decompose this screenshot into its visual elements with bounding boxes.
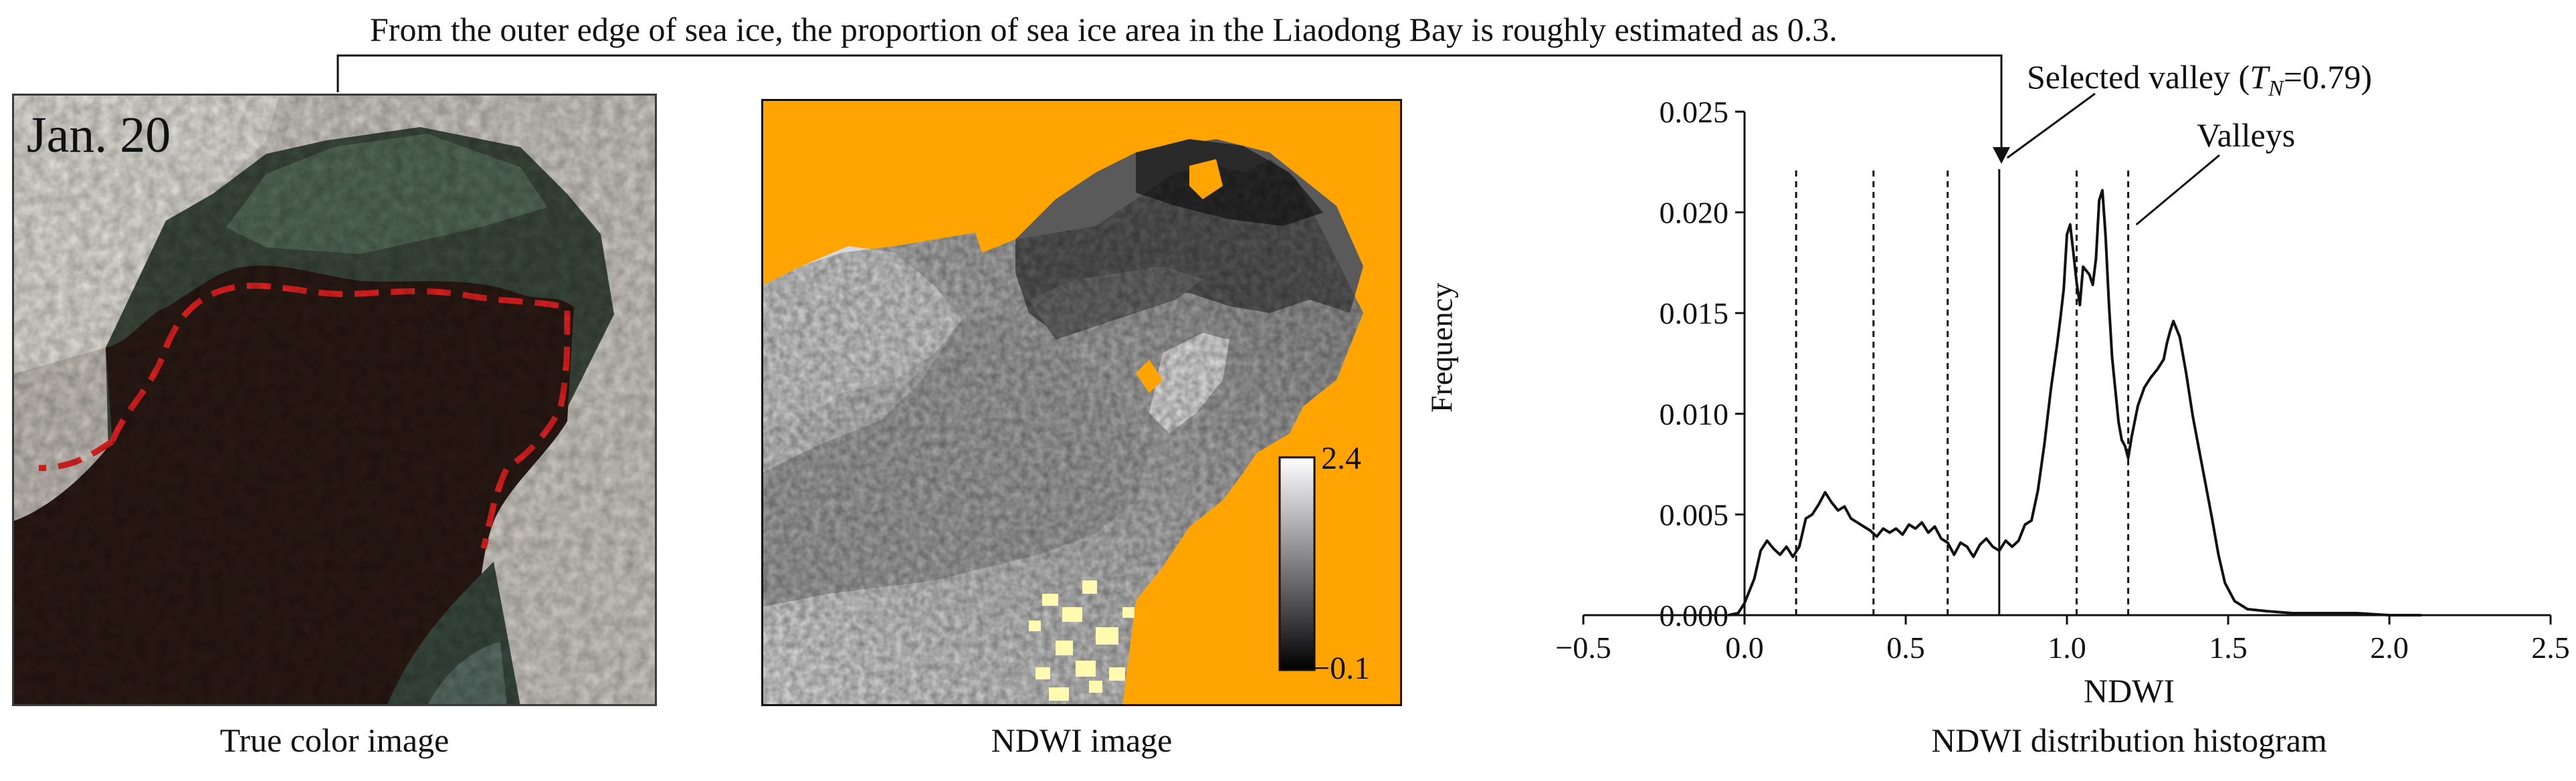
histogram-x-axis-label: NDWI <box>2083 672 2175 709</box>
selected-valley-leader <box>2006 92 2096 159</box>
true-color-caption: True color image <box>219 721 450 759</box>
x-tick-label: 1.0 <box>2048 631 2086 665</box>
x-tick-label: −0.5 <box>1555 631 1611 665</box>
colorbar-min-label: −0.1 <box>1312 651 1371 686</box>
x-tick-label: 2.5 <box>2531 631 2570 665</box>
valleys-leader <box>2135 154 2220 226</box>
date-label: Jan. 20 <box>27 107 171 163</box>
ndwi-caption: NDWI image <box>991 721 1173 759</box>
selected-valley-prefix: Selected valley ( <box>2027 58 2250 96</box>
x-tick-label: 1.5 <box>2209 631 2248 665</box>
y-tick-label: 0.020 <box>1660 196 1729 230</box>
bright-patches <box>1029 580 1134 701</box>
y-tick-label: 0.015 <box>1660 296 1729 330</box>
ndwi-image <box>761 99 1402 706</box>
histogram-caption: NDWI distribution histogram <box>1931 721 2327 759</box>
colorbar <box>1278 456 1316 671</box>
selected-valley-subscript: N <box>2268 76 2284 101</box>
selected-valley-suffix: =0.79) <box>2283 58 2373 96</box>
x-tick-label: 0.0 <box>1725 631 1764 665</box>
header-note: From the outer edge of sea ice, the prop… <box>370 11 1838 48</box>
x-tick-label: 0.5 <box>1886 631 1925 665</box>
selected-valley-label: Selected valley (TN=0.79) <box>2027 57 2372 109</box>
true-color-panel: Jan. 20 <box>12 94 657 707</box>
valleys-label: Valleys <box>2197 116 2296 154</box>
ndwi-panel: 2.4 −0.1 <box>761 99 1402 706</box>
y-tick-label: 0.025 <box>1660 95 1729 129</box>
selected-valley-symbol: T <box>2250 58 2268 96</box>
true-color-image <box>12 94 657 707</box>
y-tick-label: 0.005 <box>1660 497 1729 532</box>
frequency-series-line <box>1728 189 2422 617</box>
y-tick-label: 0.000 <box>1660 598 1729 633</box>
colorbar-max-label: 2.4 <box>1321 441 1361 476</box>
x-tick-label: 2.0 <box>2370 631 2409 665</box>
y-tick-label: 0.010 <box>1660 397 1729 431</box>
